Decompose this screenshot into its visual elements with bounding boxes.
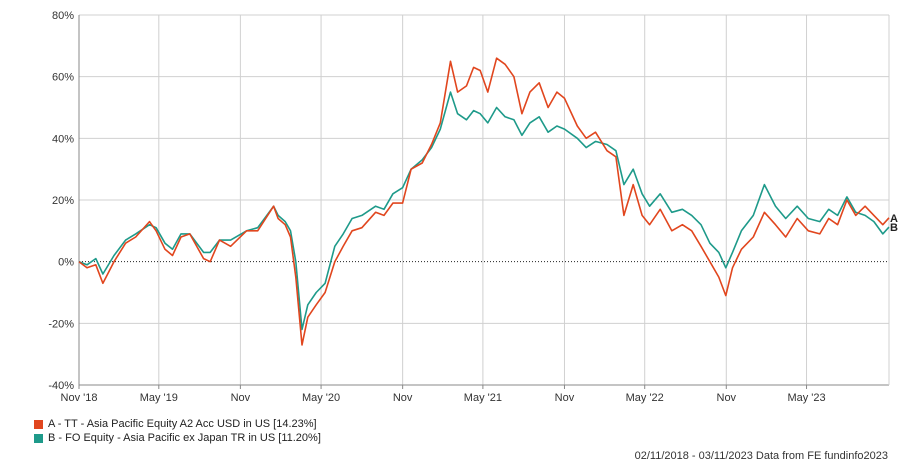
x-tick-label: May '19 <box>140 392 178 404</box>
series-line-a <box>78 57 890 346</box>
chart-series <box>78 57 890 346</box>
x-tick-label: May '20 <box>302 392 340 404</box>
y-tick-label: 20% <box>52 195 74 207</box>
series-line-b <box>78 91 890 331</box>
y-tick-label: -20% <box>48 318 74 330</box>
series-end-label-a: A <box>890 213 898 225</box>
y-tick-label: 0% <box>58 257 74 269</box>
y-tick-label: 40% <box>52 133 74 145</box>
y-tick-label: 60% <box>52 72 74 84</box>
legend: A - TT - Asia Pacific Equity A2 Acc USD … <box>34 417 321 445</box>
x-tick-label: Nov <box>555 392 575 404</box>
x-tick-label: Nov <box>717 392 737 404</box>
performance-chart: -40% -20% 0% 20% 40% 60% 80% Nov '18 May '19 Nov M… <box>48 10 898 404</box>
chart-tick-labels: -40% -20% 0% 20% 40% 60% 80% Nov '18 May '19 Nov M… <box>48 10 898 404</box>
y-tick-label: -40% <box>48 380 74 392</box>
legend-label-a: A - TT - Asia Pacific Equity A2 Acc USD … <box>48 418 317 430</box>
legend-item-b: B - FO Equity - Asia Pacific ex Japan TR… <box>34 431 321 445</box>
legend-label-b: B - FO Equity - Asia Pacific ex Japan TR… <box>48 432 321 444</box>
chart-grid <box>79 14 889 386</box>
x-tick-label: May '21 <box>464 392 502 404</box>
legend-item-a: A - TT - Asia Pacific Equity A2 Acc USD … <box>34 417 321 431</box>
y-tick-label: 80% <box>52 10 74 22</box>
x-tick-label: May '23 <box>787 392 825 404</box>
x-tick-label: May '22 <box>626 392 664 404</box>
legend-swatch-b <box>34 433 43 443</box>
x-tick-label: Nov <box>393 392 413 404</box>
x-tick-label: Nov '18 <box>61 392 98 404</box>
chart-axes <box>78 15 890 389</box>
x-tick-label: Nov <box>231 392 251 404</box>
series-end-label-b: B <box>890 222 898 234</box>
legend-swatch-a <box>34 419 43 429</box>
footer-source: 02/11/2018 - 03/11/2023 Data from FE fun… <box>634 450 888 462</box>
